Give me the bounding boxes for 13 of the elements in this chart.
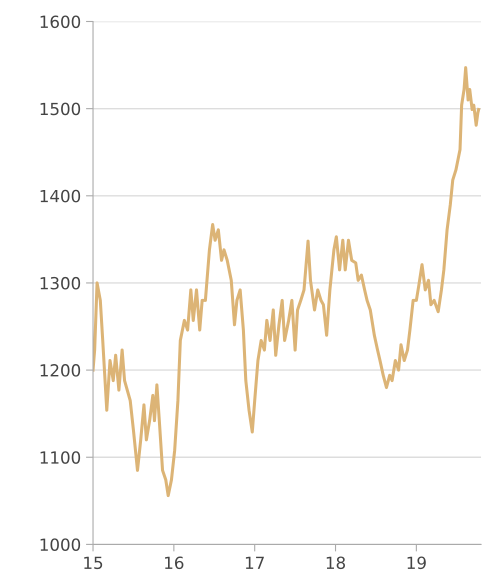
y-tick-label: 1000 xyxy=(40,538,80,551)
line-series xyxy=(93,66,480,498)
y-tick-label: 1300 xyxy=(40,276,80,290)
y-tick-label: 1400 xyxy=(40,190,80,202)
y-tick-label: 1600 xyxy=(40,15,80,28)
y-tick-label: 1100 xyxy=(40,451,80,464)
y-tick-label: 1200 xyxy=(40,364,80,377)
x-tick-label: 18 xyxy=(326,556,345,570)
x-tick-label: 19 xyxy=(408,556,426,570)
x-tick-label: 15 xyxy=(84,556,102,570)
y-tick-label: 1500 xyxy=(40,102,80,116)
x-tick-label: 16 xyxy=(165,556,184,570)
x-tick-label: 17 xyxy=(246,556,264,569)
